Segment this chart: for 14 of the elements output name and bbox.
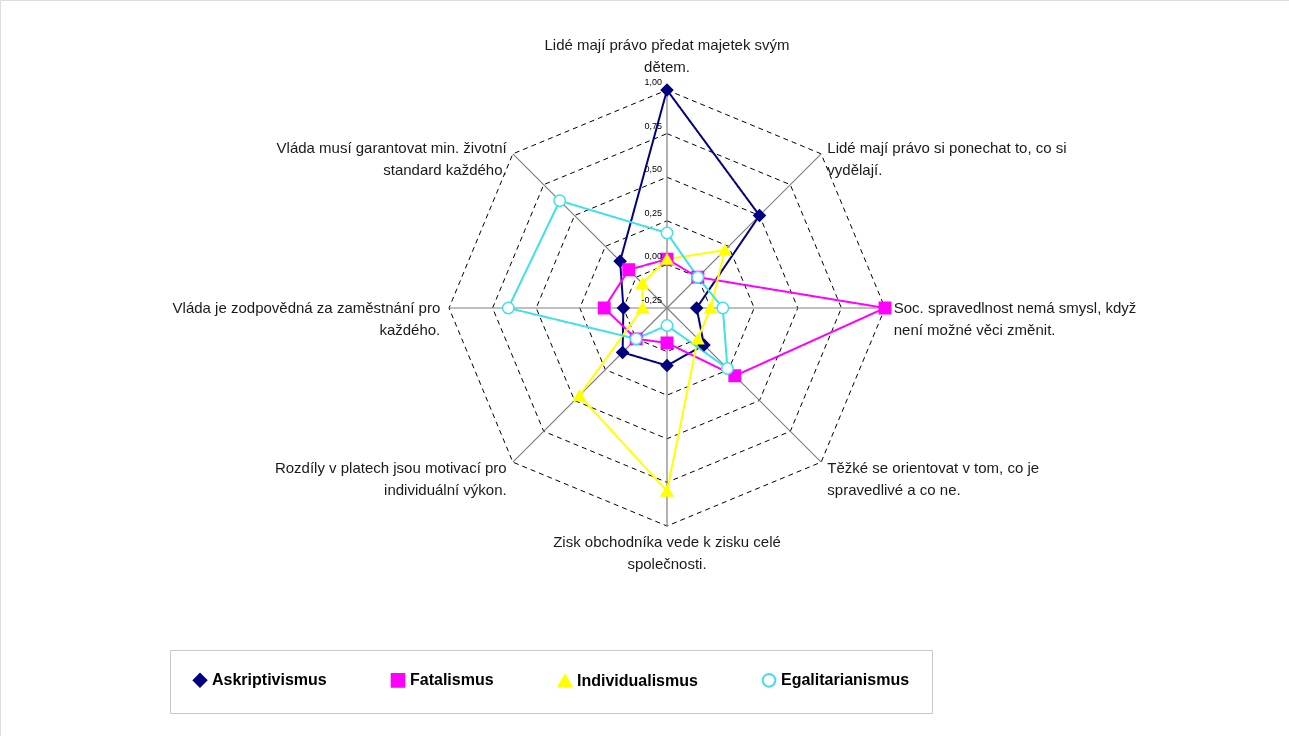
spoke-label: Lidé mají právo si ponechat to, co si vydělají. [827,138,1067,178]
spoke-label: Soc. spravedlnost nemá smysl, když není možné věci změnit. [893,299,1137,338]
y-tick-label: 1,00 [644,77,662,87]
spoke-label: Vláda musí garantovat min. životní standard každého. [276,138,508,178]
legend-label: Fatalismus [410,671,494,689]
spoke-label: Těžké se orientovat v tom, co je spravedlivé a co ne. [827,459,1040,499]
spoke-label: Vláda je zodpovědná za zaměstnání pro každého. [172,299,441,338]
spoke-label: Zisk obchodníka vede k zisku celé společnosti. [553,532,781,572]
legend-label: Individualismus [577,671,699,689]
spoke-label: Lidé mají právo předat majetek svým dětem. [544,36,790,76]
legend-label: Askriptivismus [212,671,327,689]
y-tick-label: 0,25 [644,207,662,218]
spoke-label: Rozdíly v platech jsou motivací pro individuální výkon. [274,459,507,499]
legend-label: Egalitarianismus [781,671,910,689]
